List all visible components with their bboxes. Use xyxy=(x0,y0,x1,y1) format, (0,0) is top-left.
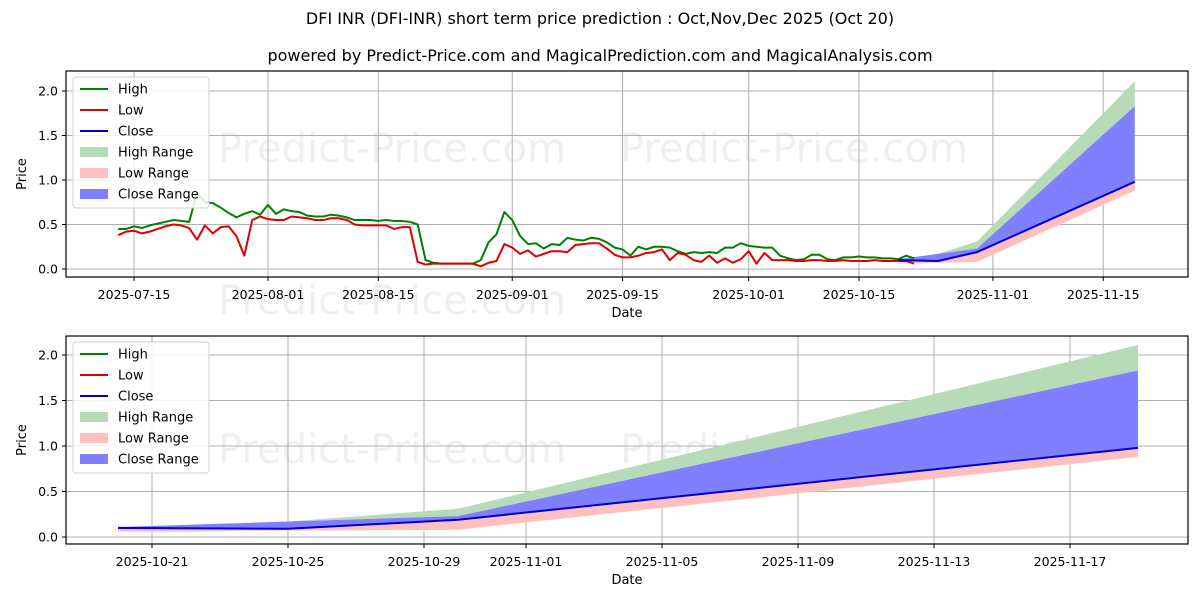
chart-title: DFI INR (DFI-INR) short term price predi… xyxy=(305,9,895,28)
legend-item-label: Close xyxy=(118,125,153,140)
axes-frame xyxy=(65,70,1189,278)
y-tick-label: 1.0 xyxy=(38,439,58,454)
legend-item-label: Close Range xyxy=(118,188,199,203)
y-tick-label: 0.0 xyxy=(38,530,58,545)
x-tick-label: 2025-10-29 xyxy=(388,554,461,569)
legend-item-label: High xyxy=(118,83,148,98)
x-tick-label: 2025-10-15 xyxy=(823,287,896,302)
watermark-text: Predict-Price.com xyxy=(620,126,968,172)
x-tick-label: 2025-11-01 xyxy=(957,287,1030,302)
x-tick-label: 2025-09-01 xyxy=(476,287,549,302)
x-tick-label: 2025-11-13 xyxy=(898,554,971,569)
legend-item-label: Low xyxy=(118,369,144,384)
close-line xyxy=(117,446,1139,530)
y-tick-label: 2.0 xyxy=(38,84,58,99)
legend-item-label: Close Range xyxy=(118,453,199,468)
legend-item-label: High xyxy=(118,348,148,363)
legend-item-label: High Range xyxy=(118,411,193,426)
chart-panel-2: Predict-Price.comPredict-Price.com0.00.5… xyxy=(15,335,1189,588)
y-tick-label: 1.5 xyxy=(38,393,58,408)
x-tick-label: 2025-10-25 xyxy=(252,554,325,569)
watermark-text: Predict-Price.com xyxy=(218,126,566,172)
x-tick-label: 2025-10-21 xyxy=(116,554,189,569)
watermark-text: Predict-Price.com xyxy=(218,427,566,473)
legend-item-label: Low xyxy=(118,104,144,119)
close-range-band xyxy=(118,370,1138,529)
axes-frame xyxy=(65,335,1189,545)
x-tick-label: 2025-09-15 xyxy=(586,287,659,302)
y-tick-label: 0.5 xyxy=(38,217,58,232)
y-tick-label: 0.5 xyxy=(38,484,58,499)
chart-subtitle: powered by Predict-Price.com and Magical… xyxy=(267,46,933,65)
y-tick-label: 0.0 xyxy=(38,262,58,277)
x-tick-label: 2025-11-05 xyxy=(626,554,699,569)
x-tick-label: 2025-10-01 xyxy=(712,287,785,302)
watermark-text: Predict-Price.com xyxy=(218,278,566,324)
y-tick-label: 1.5 xyxy=(38,128,58,143)
y-tick-label: 2.0 xyxy=(38,348,58,363)
x-tick-label: 2025-11-17 xyxy=(1034,554,1107,569)
legend-item-label: Low Range xyxy=(118,167,189,182)
x-axis-label: Date xyxy=(611,306,642,321)
x-tick-label: 2025-08-15 xyxy=(342,287,415,302)
y-axis-label: Price xyxy=(15,424,30,456)
grid xyxy=(66,71,1188,277)
x-tick-label: 2025-07-15 xyxy=(98,287,171,302)
low-line xyxy=(117,215,915,268)
close-line xyxy=(898,180,1136,262)
legend: High Low Close High Range Low Range Close Ran… xyxy=(72,341,210,474)
high-line xyxy=(118,192,915,265)
x-axis-label: Date xyxy=(611,573,642,588)
legend-item-label: Close xyxy=(118,390,153,405)
y-axis-label: Price xyxy=(15,158,30,190)
x-tick-label: 2025-11-01 xyxy=(490,554,563,569)
y-tick-label: 1.0 xyxy=(38,173,58,188)
x-tick-label: 2025-11-09 xyxy=(762,554,835,569)
plot-area xyxy=(117,344,1139,532)
legend: High Low Close High Range Low Range Close Ran… xyxy=(72,76,210,209)
x-tick-label: 2025-11-15 xyxy=(1067,287,1140,302)
chart-panel-1: Predict-Price.com Predict-Price.com Predic… xyxy=(15,70,1189,324)
x-tick-label: 2025-08-01 xyxy=(232,287,305,302)
legend-item-label: High Range xyxy=(118,146,193,161)
plot-area xyxy=(117,81,1136,268)
legend-item-label: Low Range xyxy=(118,432,189,447)
close-range-band xyxy=(898,106,1135,261)
